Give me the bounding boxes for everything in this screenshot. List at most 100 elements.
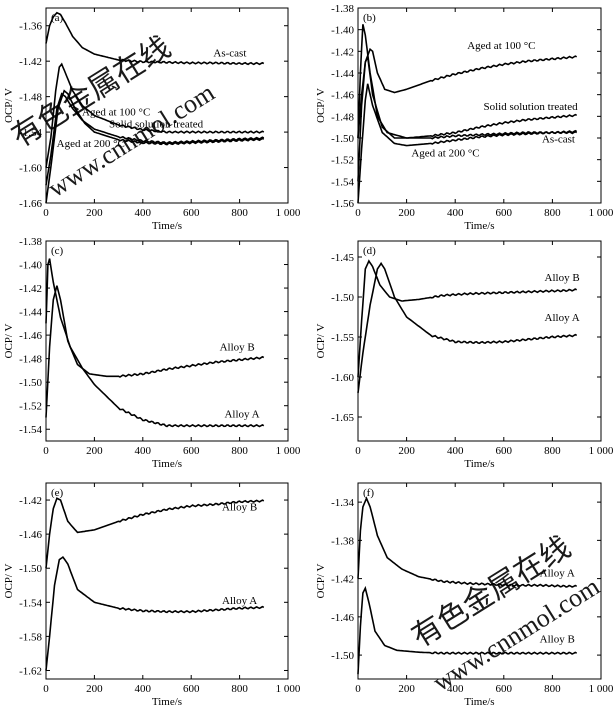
x-tick-label: 400 [135, 445, 152, 457]
y-tick-label: -1.54 [19, 127, 42, 139]
y-tick-label: -1.42 [19, 56, 42, 68]
plot-frame [357, 482, 602, 680]
series-line [45, 555, 265, 671]
y-tick-label: -1.38 [19, 236, 42, 248]
x-tick-label: 200 [398, 207, 415, 219]
x-tick-label: 0 [355, 445, 361, 457]
x-tick-label: 1 000 [589, 207, 614, 219]
x-axis-label: Time/s [464, 696, 494, 708]
y-tick-label: -1.45 [331, 252, 354, 264]
y-tick-label: -1.60 [19, 163, 42, 175]
chart-panel: 0 200 400 600 800 1 000 -1.50 -1.46 -1.42 -1.38 -1… [315, 482, 614, 708]
y-axis-label: OCP/ V [3, 88, 15, 123]
y-axis-label: OCP/ V [315, 88, 327, 123]
y-tick-label: -1.48 [19, 354, 42, 366]
x-axis-label: Time/s [152, 696, 182, 708]
x-axis-label: Time/s [464, 220, 494, 232]
watermark: 有色金属在线 www.cnnmol.com 有色金属在线 www.cnnmol.… [6, 31, 604, 698]
x-tick-label: 800 [544, 207, 561, 219]
x-tick-label: 600 [183, 683, 200, 695]
series-label: As-cast [542, 133, 575, 145]
series-line [357, 83, 578, 204]
series-line [357, 47, 578, 139]
y-tick-label: -1.38 [331, 535, 354, 547]
series-label: Solid solution treated [109, 118, 204, 130]
y-tick-label: -1.50 [331, 133, 354, 145]
series-label: Alloy A [540, 568, 575, 580]
series-line [357, 261, 578, 394]
panel-tag: (d) [363, 245, 376, 257]
series-line [45, 89, 265, 204]
x-tick-label: 400 [135, 683, 152, 695]
y-tick-label: -1.50 [19, 563, 42, 575]
panel-tag: (b) [363, 12, 376, 24]
x-tick-label: 800 [544, 683, 561, 695]
x-tick-label: 0 [355, 207, 361, 219]
series-line [45, 11, 265, 66]
y-axis-label: OCP/ V [3, 563, 15, 598]
chart-panel: 0 200 400 600 800 1 000 -1.65 -1.60 -1.55 -1.50 -1… [315, 240, 614, 470]
series-line [45, 497, 265, 569]
x-tick-label: 600 [496, 683, 513, 695]
x-tick-label: 0 [43, 683, 49, 695]
x-tick-label: 200 [398, 445, 415, 457]
plot-frame [45, 240, 289, 442]
y-tick-label: -1.44 [19, 307, 42, 319]
x-tick-label: 1 000 [276, 445, 301, 457]
y-tick-label: -1.52 [331, 155, 354, 167]
y-tick-label: -1.42 [19, 283, 42, 295]
x-tick-label: 200 [398, 683, 415, 695]
series-label: Alloy B [222, 501, 257, 513]
x-tick-label: 0 [43, 445, 49, 457]
y-tick-label: -1.44 [331, 68, 354, 80]
series-label: Aged at 200 °C [57, 138, 125, 150]
series-label: Alloy B [540, 634, 575, 646]
series-line [45, 62, 265, 168]
x-tick-label: 200 [86, 207, 103, 219]
panel-tag: (e) [51, 487, 64, 499]
y-tick-label: -1.54 [19, 424, 42, 436]
x-tick-label: 600 [496, 445, 513, 457]
series-label: Aged at 100 °C [82, 107, 150, 119]
series-label: Alloy B [220, 341, 255, 353]
series-label: Alloy A [222, 595, 257, 607]
y-axis-label: OCP/ V [315, 563, 327, 598]
y-axis-label: OCP/ V [315, 323, 327, 358]
plot-frame [357, 7, 602, 204]
x-tick-label: 600 [183, 207, 200, 219]
x-tick-label: 400 [447, 445, 464, 457]
x-axis-label: Time/s [152, 458, 182, 470]
y-tick-label: -1.50 [19, 377, 42, 389]
y-tick-label: -1.46 [19, 330, 42, 342]
chart-panel: 0 200 400 600 800 1 000 -1.62 -1.58 -1.54 -1.50 -1… [3, 482, 301, 708]
x-tick-label: 600 [496, 207, 513, 219]
chart-panel: 0 200 400 600 800 1 000 -1.66 -1.60 -1.54 -1.48 -1… [3, 7, 301, 232]
y-tick-label: -1.40 [331, 25, 354, 37]
x-tick-label: 800 [231, 683, 248, 695]
y-tick-label: -1.46 [331, 612, 354, 624]
series-line [45, 285, 265, 418]
x-axis-label: Time/s [152, 220, 182, 232]
y-tick-label: -1.42 [19, 495, 42, 507]
x-tick-label: 1 000 [276, 683, 301, 695]
series-line [357, 585, 578, 675]
y-tick-label: -1.38 [331, 3, 354, 15]
x-tick-label: 0 [43, 207, 49, 219]
series-label: As-cast [213, 47, 246, 59]
y-tick-label: -1.65 [331, 412, 354, 424]
series-label: Alloy A [224, 408, 259, 420]
y-tick-label: -1.34 [331, 497, 354, 509]
series-label: Aged at 200 °C [411, 147, 479, 159]
chart-panel: 0 200 400 600 800 1 000 -1.54 -1.52 -1.50 -1.48 -1… [3, 236, 301, 470]
series-line [357, 259, 578, 378]
y-axis-label: OCP/ V [3, 323, 15, 358]
y-tick-label: -1.50 [331, 650, 354, 662]
x-tick-label: 800 [544, 445, 561, 457]
y-tick-label: -1.66 [19, 198, 42, 210]
x-tick-label: 800 [231, 445, 248, 457]
y-tick-label: -1.55 [331, 332, 354, 344]
x-tick-label: 400 [447, 683, 464, 695]
x-tick-label: 0 [355, 683, 361, 695]
y-tick-label: -1.46 [19, 529, 42, 541]
series-label: Aged at 100 °C [467, 40, 535, 52]
